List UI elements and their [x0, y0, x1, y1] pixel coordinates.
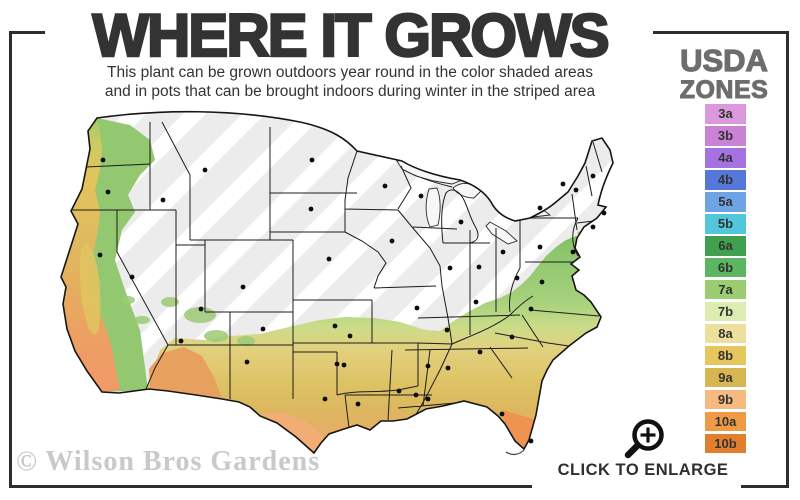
city-dot: [260, 326, 266, 332]
city-dot: [160, 197, 166, 203]
frame-top-left-segment: [9, 31, 45, 34]
city-dot: [528, 306, 534, 312]
lake-erie: [485, 221, 518, 245]
legend-title-usda: USDA: [679, 43, 768, 78]
city-dot: [309, 157, 315, 163]
frame-left: [9, 31, 12, 488]
city-dot: [178, 338, 184, 344]
south-florida-region: [503, 410, 536, 448]
city-dot: [590, 224, 596, 230]
city-dot: [590, 173, 596, 179]
frame-bottom-left-segment: [9, 485, 532, 488]
city-dot: [477, 349, 483, 355]
city-dot: [396, 388, 402, 394]
city-dot: [347, 333, 353, 339]
city-dot: [341, 362, 347, 368]
state-borders: [64, 121, 603, 429]
zone-swatch-10a: 10a: [705, 411, 746, 432]
city-dot: [458, 219, 464, 225]
city-dot: [509, 334, 515, 340]
zone-swatch-4b: 4b: [705, 169, 746, 190]
city-dot: [389, 238, 395, 244]
city-dot: [414, 305, 420, 311]
watermark: © Wilson Bros Gardens: [16, 446, 321, 477]
city-dot: [447, 265, 453, 271]
city-dot: [97, 252, 103, 258]
city-dot: [537, 205, 543, 211]
city-marker-dots: [97, 157, 607, 444]
city-dot: [473, 299, 479, 305]
page-title: WHERE IT GROWS: [91, 1, 611, 70]
city-dot: [476, 264, 482, 270]
zone-swatch-7a: 7a: [705, 279, 746, 300]
city-dot: [425, 363, 431, 369]
click-to-enlarge-button[interactable]: CLICK TO ENLARGE: [557, 461, 729, 479]
subtitle: This plant can be grown outdoors year ro…: [40, 63, 660, 101]
arizona-orange-region: [149, 347, 222, 398]
city-dot: [573, 187, 579, 193]
city-dot: [500, 249, 506, 255]
city-dot: [326, 256, 332, 262]
city-dot: [334, 361, 340, 367]
city-dot: [322, 396, 328, 402]
zone-swatch-3b: 3b: [705, 125, 746, 146]
zone-swatch-8b: 8b: [705, 345, 746, 366]
city-dot: [539, 279, 545, 285]
city-dot: [560, 181, 566, 187]
city-dot: [129, 274, 135, 280]
city-dot: [444, 327, 450, 333]
zone-swatch-7b: 7b: [705, 301, 746, 322]
city-dot: [382, 183, 388, 189]
city-dot: [514, 275, 520, 281]
zone-swatch-9a: 9a: [705, 367, 746, 388]
subtitle-line-2: and in pots that can be brought indoors …: [104, 83, 596, 100]
city-dot: [537, 244, 543, 250]
city-dot: [105, 189, 111, 195]
frame-bottom-right-segment: [741, 485, 789, 488]
city-dot: [499, 411, 505, 417]
green-speckles: [121, 296, 255, 346]
zone-swatch-4a: 4a: [705, 147, 746, 168]
city-dot: [198, 306, 204, 312]
frame-top-right-segment: [653, 31, 789, 34]
florida-keys: [505, 449, 525, 456]
city-dot: [355, 401, 361, 407]
city-dot: [308, 206, 314, 212]
magnifier-zoom-in-icon[interactable]: [620, 410, 676, 466]
city-dot: [418, 193, 424, 199]
zone-swatch-6a: 6a: [705, 235, 746, 256]
zone-swatch-6b: 6b: [705, 257, 746, 278]
city-dot: [100, 157, 106, 163]
zone-swatch-5a: 5a: [705, 191, 746, 212]
south-colored-band: [146, 236, 601, 453]
zone-swatch-9b: 9b: [705, 389, 746, 410]
zone-swatch-8a: 8a: [705, 323, 746, 344]
frame-right: [786, 31, 789, 488]
city-dot: [244, 359, 250, 365]
zone-swatch-list: 3a 3b 4a 4b 5a 5b 6a 6b 7a 7b 8a 8b 9a 9b 10a 10b: [705, 104, 746, 456]
city-dot: [570, 249, 576, 255]
usda-zones-legend: USDA ZONES: [672, 43, 776, 104]
city-dot: [202, 167, 208, 173]
subtitle-line-1: This plant can be grown outdoors year ro…: [107, 64, 593, 81]
city-dot: [528, 438, 534, 444]
zone-swatch-5b: 5b: [705, 213, 746, 234]
city-dot: [445, 365, 451, 371]
legend-title-zones: ZONES: [679, 76, 769, 104]
zone-swatch-10b: 10b: [705, 433, 746, 454]
city-dot: [240, 284, 246, 290]
city-dot: [332, 323, 338, 329]
central-valley-region: [79, 242, 101, 335]
city-dot: [413, 392, 419, 398]
zone-swatch-3a: 3a: [705, 104, 746, 124]
lake-michigan: [425, 187, 441, 228]
south-texas-region: [262, 412, 328, 452]
city-dot: [425, 396, 431, 402]
city-dot: [601, 210, 607, 216]
